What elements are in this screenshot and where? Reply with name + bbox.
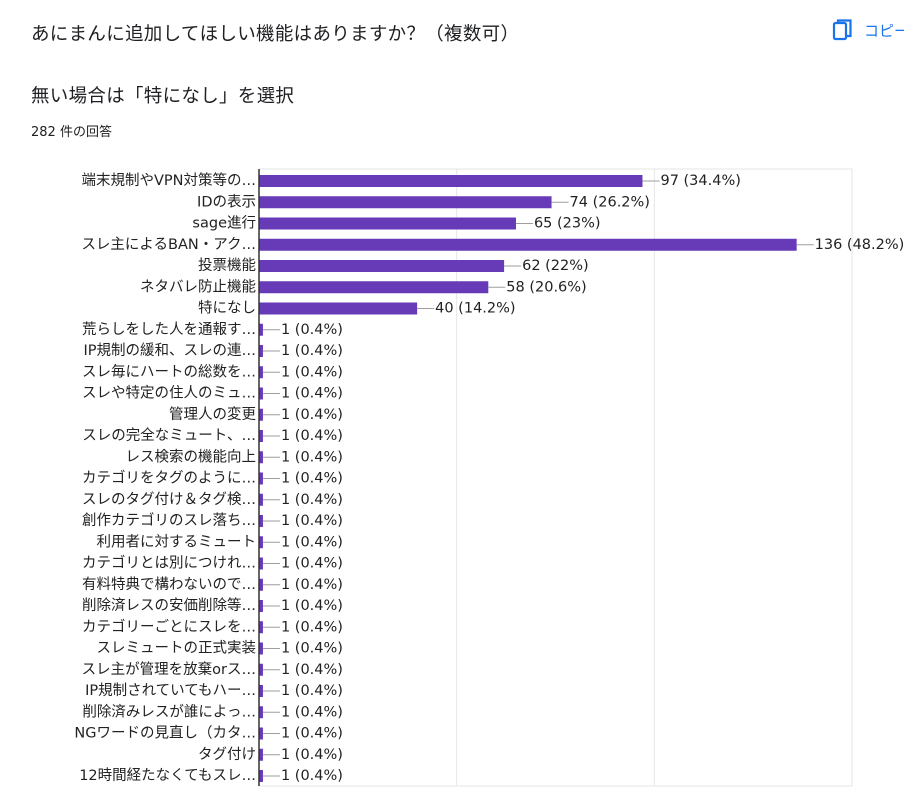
category-label: 端末規制やVPN対策等の… [81,171,256,189]
category-label: 有料特典で構わないので… [82,576,256,593]
data-label: 1 (0.4%) [281,407,343,423]
data-label: 1 (0.4%) [281,577,343,593]
category-label: IP規制の緩和、スレの連… [83,342,256,359]
category-label: 投票機能 [198,257,256,274]
question-description: 無い場合は「特になし」を選択 [31,86,295,107]
bar [259,323,263,336]
copy-button[interactable]: コピー [832,18,904,42]
category-label: スレ毎にハートの総数を… [82,363,256,380]
data-label: 1 (0.4%) [281,619,343,635]
bar [259,621,263,634]
bar [259,685,263,697]
category-label: タグ付け [198,746,256,763]
bar [259,302,418,315]
category-label: sage進行 [192,215,256,232]
category-label: スレミュートの正式実装 [97,640,257,657]
data-label: 74 (26.2%) [570,194,650,210]
response-count: 282 件の回答 [31,125,112,140]
data-label: 58 (20.6%) [506,279,586,295]
question-title: あにまんに追加してほしい機能はありますか？（複数可） [31,24,520,45]
data-label: 1 (0.4%) [281,513,343,529]
data-label: 1 (0.4%) [281,598,343,614]
bar [259,196,552,209]
bar [259,472,263,485]
category-label: 12時間経たなくてもスレ… [79,767,256,784]
data-label: 1 (0.4%) [281,364,343,380]
bar [259,408,263,421]
category-label: 削除済みレスが誰によっ… [82,703,256,720]
bar [259,175,643,187]
bar [259,430,263,442]
bar [259,281,489,294]
data-label: 1 (0.4%) [281,641,343,657]
bar [259,451,263,464]
category-label: レス検索の機能向上 [126,448,257,465]
bar [259,260,505,272]
category-label: IDの表示 [197,193,256,210]
category-label: カテゴリーごとにスレを… [82,617,256,635]
data-label: 1 (0.4%) [281,704,343,720]
category-label: カテゴリとは別につけれ… [82,554,256,572]
data-label: 65 (23%) [534,216,601,232]
bar [259,727,263,740]
data-label: 1 (0.4%) [281,343,343,359]
category-label: 荒らしをした人を通報す… [82,321,256,338]
data-label: 1 (0.4%) [281,471,343,487]
data-label: 1 (0.4%) [281,492,343,508]
bar [259,238,797,251]
bar [259,387,263,400]
bar [259,345,263,357]
category-label: IP規制されていてもハー… [85,682,256,699]
data-label: 1 (0.4%) [281,747,343,763]
bar [259,557,263,570]
bar [259,663,263,676]
data-label: 1 (0.4%) [281,726,343,742]
category-label: スレ主によるBAN・アク… [81,236,256,253]
category-label: 創作カテゴリのスレ落ち… [82,511,256,529]
category-label: 削除済レスの安価削除等… [82,596,256,614]
category-label: 管理人の変更 [169,406,256,423]
bar [259,493,263,506]
data-label: 1 (0.4%) [281,683,343,699]
data-label: 1 (0.4%) [281,449,343,465]
bar [259,536,263,549]
copy-label: コピー [864,21,904,40]
category-label: スレのタグ付け＆タグ検… [82,491,256,508]
data-label: 1 (0.4%) [281,534,343,550]
data-label: 1 (0.4%) [281,386,343,402]
bar [259,217,516,230]
data-label: 1 (0.4%) [281,662,343,678]
data-label: 1 (0.4%) [281,556,343,572]
category-label: カテゴリをタグのように… [82,469,256,487]
data-label: 62 (22%) [522,258,589,274]
category-label: 利用者に対するミュート [97,533,257,550]
category-label: 特になし [198,300,256,317]
copy-icon [832,18,854,42]
bar [259,600,263,612]
data-label: 136 (48.2%) [815,237,904,253]
category-label: スレの完全なミュート、… [82,426,256,444]
bar [259,706,263,719]
bar [259,515,263,527]
category-label: ネタバレ防止機能 [140,278,256,295]
data-label: 97 (34.4%) [660,173,740,189]
bar [259,770,263,782]
category-label: NGワードの見直し（カタ… [74,725,256,742]
bar [259,578,263,591]
data-label: 1 (0.4%) [281,768,343,784]
bar [259,642,263,655]
data-label: 1 (0.4%) [281,322,343,338]
data-label: 40 (14.2%) [435,301,515,317]
category-label: スレや特定の住人のミュ… [82,385,256,402]
bar [259,748,263,761]
category-label: スレ主が管理を放棄orス… [82,660,256,678]
data-label: 1 (0.4%) [281,428,343,444]
bar [259,366,263,379]
